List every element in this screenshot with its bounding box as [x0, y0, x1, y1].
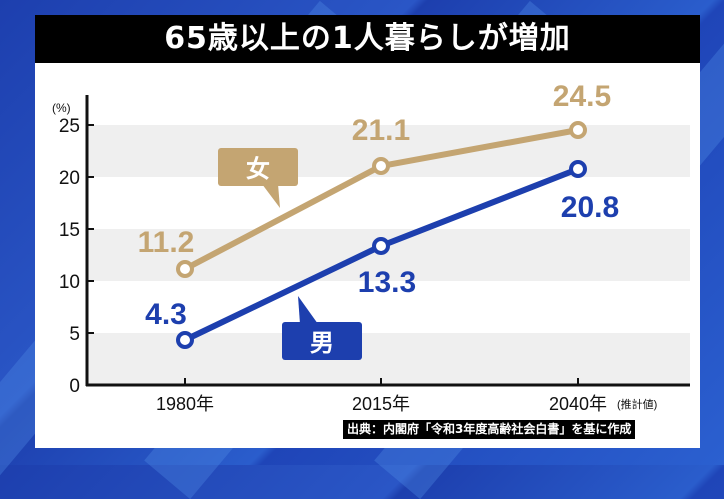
- y-tick-labels: 0 5 10 15 20 25: [59, 116, 80, 397]
- male-data-labels: 4.3 13.3 20.8: [145, 191, 619, 331]
- svg-text:10: 10: [59, 272, 80, 293]
- source-caption: 出典：内閣府「令和3年度高齢社会白書」を基に作成: [343, 420, 636, 439]
- svg-text:男: 男: [310, 329, 334, 357]
- svg-text:24.5: 24.5: [553, 80, 611, 113]
- svg-text:2040年: 2040年: [549, 394, 607, 414]
- male-markers: [176, 160, 587, 349]
- female-callout: 女: [218, 148, 298, 208]
- svg-text:0: 0: [69, 376, 80, 397]
- y-unit-label: (%): [52, 101, 71, 115]
- female-data-labels: 11.2 21.1 24.5: [138, 80, 612, 259]
- svg-text:15: 15: [59, 220, 80, 241]
- svg-text:21.1: 21.1: [352, 114, 410, 147]
- x-tick-labels: 1980年 2015年 2040年: [156, 394, 607, 414]
- svg-text:5: 5: [69, 324, 80, 345]
- svg-text:女: 女: [246, 155, 270, 183]
- svg-text:25: 25: [59, 116, 80, 137]
- chart-card: 65歳以上の1人暮らしが増加 0 5 10 15 20 25: [35, 15, 700, 448]
- line-chart: 0 5 10 15 20 25 (%) 1980年 2015年 2040年 (推…: [52, 80, 690, 414]
- estimate-note: (推計値): [617, 397, 657, 411]
- svg-text:4.3: 4.3: [145, 298, 187, 331]
- chart-title: 65歳以上の1人暮らしが増加: [35, 15, 700, 63]
- svg-text:11.2: 11.2: [138, 226, 195, 259]
- svg-text:20: 20: [59, 168, 80, 189]
- svg-text:13.3: 13.3: [358, 266, 416, 299]
- female-markers: [176, 121, 587, 278]
- svg-text:2015年: 2015年: [352, 394, 410, 414]
- svg-text:20.8: 20.8: [561, 191, 619, 224]
- svg-text:1980年: 1980年: [156, 394, 214, 414]
- male-callout: 男: [282, 296, 362, 360]
